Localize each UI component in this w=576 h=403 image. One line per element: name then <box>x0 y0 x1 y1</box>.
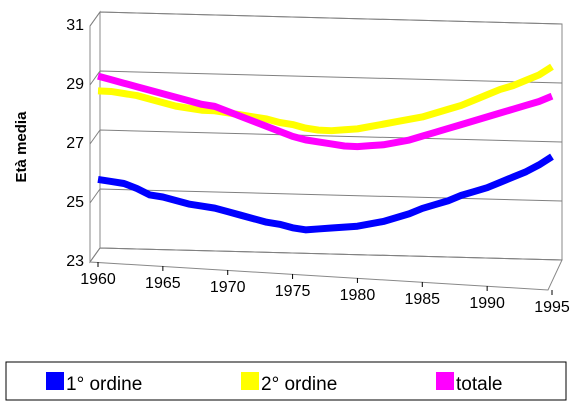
y-tick-label: 29 <box>66 76 84 93</box>
series-line <box>97 63 554 135</box>
legend-label: 1° ordine <box>66 374 142 395</box>
x-tick-label: 1960 <box>80 271 116 288</box>
legend-swatch <box>46 372 64 390</box>
y-tick-label: 25 <box>66 194 84 211</box>
series-line <box>97 153 554 234</box>
x-tick-label: 1990 <box>469 295 505 312</box>
grid-line <box>89 11 563 27</box>
legend-box <box>5 361 567 401</box>
legend-label: 2° ordine <box>261 374 337 395</box>
y-tick-label: 23 <box>66 253 84 270</box>
legend-swatch <box>241 372 259 390</box>
grid-line <box>89 247 563 263</box>
x-tick-label: 1985 <box>404 291 440 308</box>
legend-label: totale <box>456 374 502 395</box>
series-line <box>97 72 554 151</box>
x-tick-label: 1970 <box>210 279 246 296</box>
x-tick-label: 1995 <box>534 299 570 316</box>
grid-line <box>89 188 563 204</box>
x-tick-label: 1980 <box>340 287 376 304</box>
y-axis-label: Età media <box>13 111 30 183</box>
legend-swatch <box>436 372 454 390</box>
grid-line <box>89 70 563 86</box>
y-tick-label: 31 <box>66 17 84 34</box>
y-tick-label: 27 <box>66 135 84 152</box>
x-tick-label: 1975 <box>275 283 311 300</box>
x-tick-label: 1965 <box>145 275 181 292</box>
